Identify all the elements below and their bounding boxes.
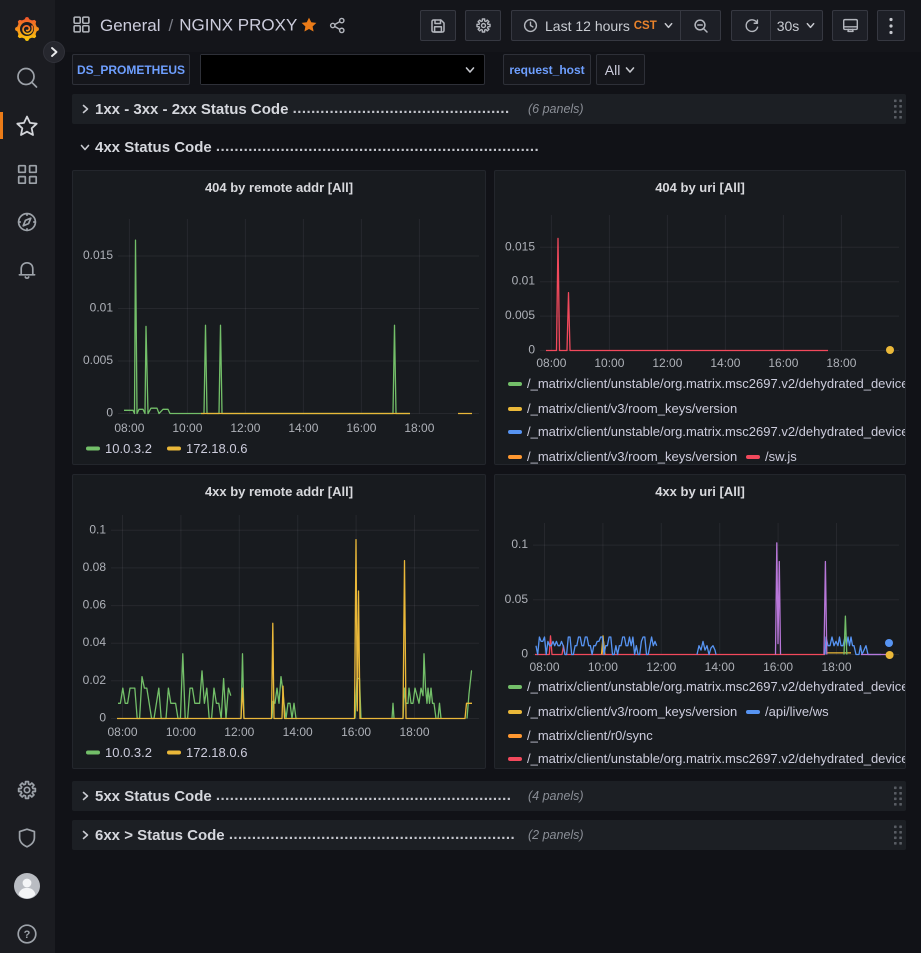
svg-text:0.1: 0.1 bbox=[511, 537, 528, 551]
svg-text:18:00: 18:00 bbox=[821, 660, 851, 674]
svg-text:172.18.0.6: 172.18.0.6 bbox=[186, 745, 247, 760]
svg-text:0: 0 bbox=[528, 343, 535, 357]
svg-text:08:00: 08:00 bbox=[536, 356, 566, 370]
svg-text:14:00: 14:00 bbox=[710, 356, 740, 370]
svg-text:172.18.0.6: 172.18.0.6 bbox=[186, 441, 247, 456]
svg-text:0: 0 bbox=[99, 711, 106, 725]
svg-text:/api/live/ws: /api/live/ws bbox=[765, 704, 829, 719]
svg-text:18:00: 18:00 bbox=[399, 725, 429, 739]
svg-text:0.01: 0.01 bbox=[90, 301, 114, 315]
svg-text:?: ? bbox=[24, 929, 31, 941]
svg-text:10:00: 10:00 bbox=[166, 725, 196, 739]
svg-text:14:00: 14:00 bbox=[705, 660, 735, 674]
svg-text:0.02: 0.02 bbox=[83, 673, 107, 687]
svg-text:10:00: 10:00 bbox=[588, 660, 618, 674]
svg-text:/_matrix/client/r0/sync: /_matrix/client/r0/sync bbox=[527, 728, 653, 743]
svg-text:12:00: 12:00 bbox=[224, 725, 254, 739]
svg-text:10.0.3.2: 10.0.3.2 bbox=[105, 441, 152, 456]
svg-text:/_matrix/client/unstable/org.m: /_matrix/client/unstable/org.matrix.msc2… bbox=[527, 376, 905, 391]
svg-text:12:00: 12:00 bbox=[230, 421, 260, 435]
svg-text:0.08: 0.08 bbox=[83, 560, 107, 574]
svg-text:12:00: 12:00 bbox=[646, 660, 676, 674]
svg-text:10:00: 10:00 bbox=[172, 421, 202, 435]
svg-text:/_matrix/client/unstable/org.m: /_matrix/client/unstable/org.matrix.msc2… bbox=[527, 679, 905, 694]
svg-text:0.04: 0.04 bbox=[83, 635, 107, 649]
svg-text:08:00: 08:00 bbox=[114, 421, 144, 435]
svg-text:08:00: 08:00 bbox=[529, 660, 559, 674]
svg-text:0: 0 bbox=[521, 647, 528, 661]
svg-text:/_matrix/client/unstable/org.m: /_matrix/client/unstable/org.matrix.msc2… bbox=[527, 424, 905, 439]
svg-text:0.015: 0.015 bbox=[505, 239, 535, 253]
svg-text:16:00: 16:00 bbox=[346, 421, 376, 435]
svg-text:16:00: 16:00 bbox=[768, 356, 798, 370]
svg-text:0.005: 0.005 bbox=[505, 308, 535, 322]
svg-text:16:00: 16:00 bbox=[763, 660, 793, 674]
svg-text:/_matrix/client/unstable/org.m: /_matrix/client/unstable/org.matrix.msc2… bbox=[527, 751, 905, 766]
svg-text:/sw.js: /sw.js bbox=[765, 449, 797, 464]
svg-text:08:00: 08:00 bbox=[107, 725, 137, 739]
svg-text:0: 0 bbox=[106, 406, 113, 420]
svg-text:0.1: 0.1 bbox=[89, 522, 106, 536]
svg-text:0.05: 0.05 bbox=[505, 592, 529, 606]
svg-text:/_matrix/client/v3/room_keys/v: /_matrix/client/v3/room_keys/version bbox=[527, 704, 737, 719]
svg-text:0.005: 0.005 bbox=[83, 353, 113, 367]
svg-text:0.015: 0.015 bbox=[83, 248, 113, 262]
svg-text:14:00: 14:00 bbox=[283, 725, 313, 739]
svg-text:14:00: 14:00 bbox=[288, 421, 318, 435]
svg-text:10.0.3.2: 10.0.3.2 bbox=[105, 745, 152, 760]
svg-text:10:00: 10:00 bbox=[594, 356, 624, 370]
svg-text:18:00: 18:00 bbox=[826, 356, 856, 370]
svg-text:16:00: 16:00 bbox=[341, 725, 371, 739]
svg-text:12:00: 12:00 bbox=[652, 356, 682, 370]
svg-text:/_matrix/client/v3/room_keys/v: /_matrix/client/v3/room_keys/version bbox=[527, 449, 737, 464]
svg-text:0.01: 0.01 bbox=[512, 274, 536, 288]
svg-text:/_matrix/client/v3/room_keys/v: /_matrix/client/v3/room_keys/version bbox=[527, 401, 737, 416]
svg-text:0.06: 0.06 bbox=[83, 598, 107, 612]
svg-text:18:00: 18:00 bbox=[404, 421, 434, 435]
